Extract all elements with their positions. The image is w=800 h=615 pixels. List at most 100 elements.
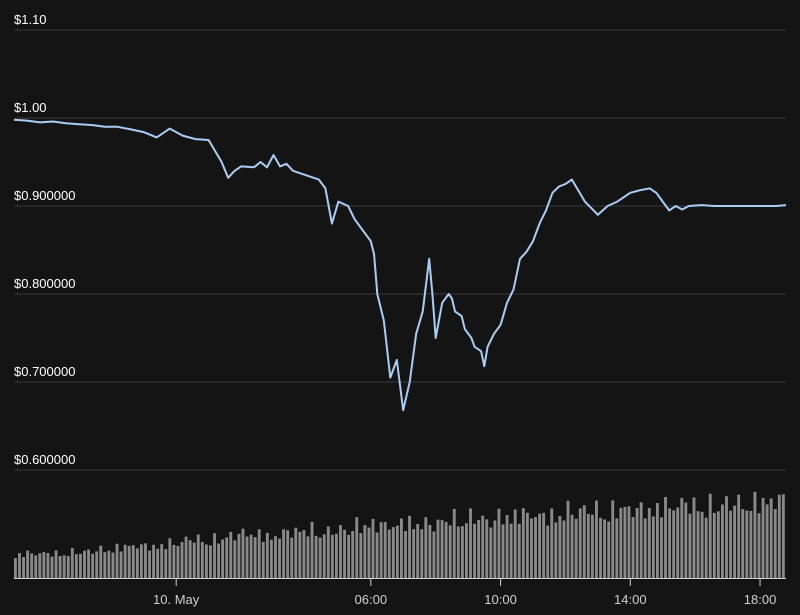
volume-bar [489, 527, 493, 578]
y-tick-label: $1.10 [14, 12, 47, 27]
volume-bar [741, 509, 745, 578]
volume-bar [387, 529, 391, 578]
volume-bar [538, 513, 542, 578]
volume-bar [119, 551, 123, 578]
volume-bar [200, 541, 204, 578]
volume-bar [330, 534, 334, 578]
volume-bar [530, 518, 533, 578]
volume-bar [184, 536, 188, 578]
volume-bar [647, 508, 651, 578]
volume-bar [79, 553, 82, 578]
volume-bar [590, 514, 594, 578]
volume-bar [400, 518, 403, 578]
volume-bar [298, 531, 302, 578]
volume-bar [310, 521, 314, 578]
price-line-layer[interactable] [13, 118, 787, 412]
x-tick-label: 10. May [153, 592, 200, 607]
x-tick-label: 10:00 [484, 592, 517, 607]
volume-bar [525, 512, 529, 578]
volume-bar [765, 504, 769, 578]
volume-bar [261, 541, 265, 578]
volume-bar [180, 541, 184, 578]
volume-bar [294, 527, 298, 578]
volume-bar [688, 513, 692, 578]
volume-bar [680, 497, 684, 578]
volume-bar [318, 537, 322, 578]
volume-bar [473, 523, 476, 578]
volume-bar [50, 556, 54, 578]
volume-bar [123, 544, 127, 578]
volume-bar [505, 515, 509, 578]
volume-bar [221, 539, 225, 578]
volume-bar [34, 555, 38, 578]
price-line[interactable] [13, 118, 787, 412]
volume-bar [558, 516, 562, 578]
volume-bar [213, 533, 216, 578]
volume-bar [278, 538, 281, 578]
volume-bar [615, 518, 619, 578]
volume-bar [172, 544, 176, 578]
volume-bar [302, 530, 306, 578]
volume-bar [574, 518, 578, 578]
volume-bar [725, 496, 728, 578]
volume-bar [684, 502, 688, 578]
volume-bar [554, 522, 558, 578]
volume-bar [103, 552, 107, 578]
y-tick-label: $1.00 [14, 100, 47, 115]
volume-bar [603, 519, 607, 578]
x-tick-label: 06:00 [355, 592, 388, 607]
volume-bar [83, 550, 86, 578]
volume-bar [720, 504, 724, 578]
y-tick-label: $0.800000 [14, 276, 75, 291]
x-tick-label: 14:00 [614, 592, 647, 607]
volume-bar [542, 512, 546, 578]
volume-bar [611, 500, 615, 578]
y-tick-label: $0.700000 [14, 364, 75, 379]
volume-bar [404, 531, 407, 578]
volume-bar [38, 553, 42, 578]
volume-bar [225, 537, 229, 578]
volume-bar [623, 506, 627, 578]
volume-bar [257, 529, 261, 578]
volume-bar [562, 520, 566, 578]
volume-bar [245, 536, 249, 578]
volume-bar [416, 523, 420, 578]
volume-bar [322, 534, 326, 578]
volume-bar [74, 554, 78, 578]
volume-bar [253, 537, 257, 578]
volume-bar [534, 517, 537, 578]
volume-bar [58, 556, 62, 578]
volume-bar [339, 525, 342, 578]
volume-bar [452, 508, 456, 578]
volume-bar [700, 511, 704, 578]
volume-bar [781, 494, 785, 578]
volume-bar [676, 507, 680, 578]
volume-bar [655, 503, 659, 578]
y-tick-label: $0.600000 [14, 452, 75, 467]
volume-bar [481, 515, 485, 578]
volume-bar [436, 519, 440, 578]
volume-bar [550, 508, 554, 578]
volume-bar [265, 532, 269, 578]
volume-bar [651, 516, 655, 578]
volume-bar [326, 526, 330, 578]
volume-bar [334, 533, 338, 578]
volume-bar [448, 525, 452, 578]
volume-bar [477, 519, 481, 578]
volume-bar [95, 551, 99, 578]
volume-bar [383, 522, 387, 578]
volume-bar [444, 521, 448, 578]
volume-bar [152, 544, 156, 578]
volume-bar [737, 494, 741, 578]
volume-bar [664, 497, 667, 578]
volume-bar [367, 527, 371, 578]
volume-bar [716, 511, 720, 578]
volume-bar [578, 508, 582, 578]
volume-bar [26, 550, 30, 578]
volume-bar [586, 513, 590, 578]
volume-bar [672, 510, 676, 578]
volume-bar [290, 537, 294, 578]
volume-bar [566, 500, 570, 578]
volume-bar [66, 555, 70, 578]
volume-bar [355, 517, 359, 578]
